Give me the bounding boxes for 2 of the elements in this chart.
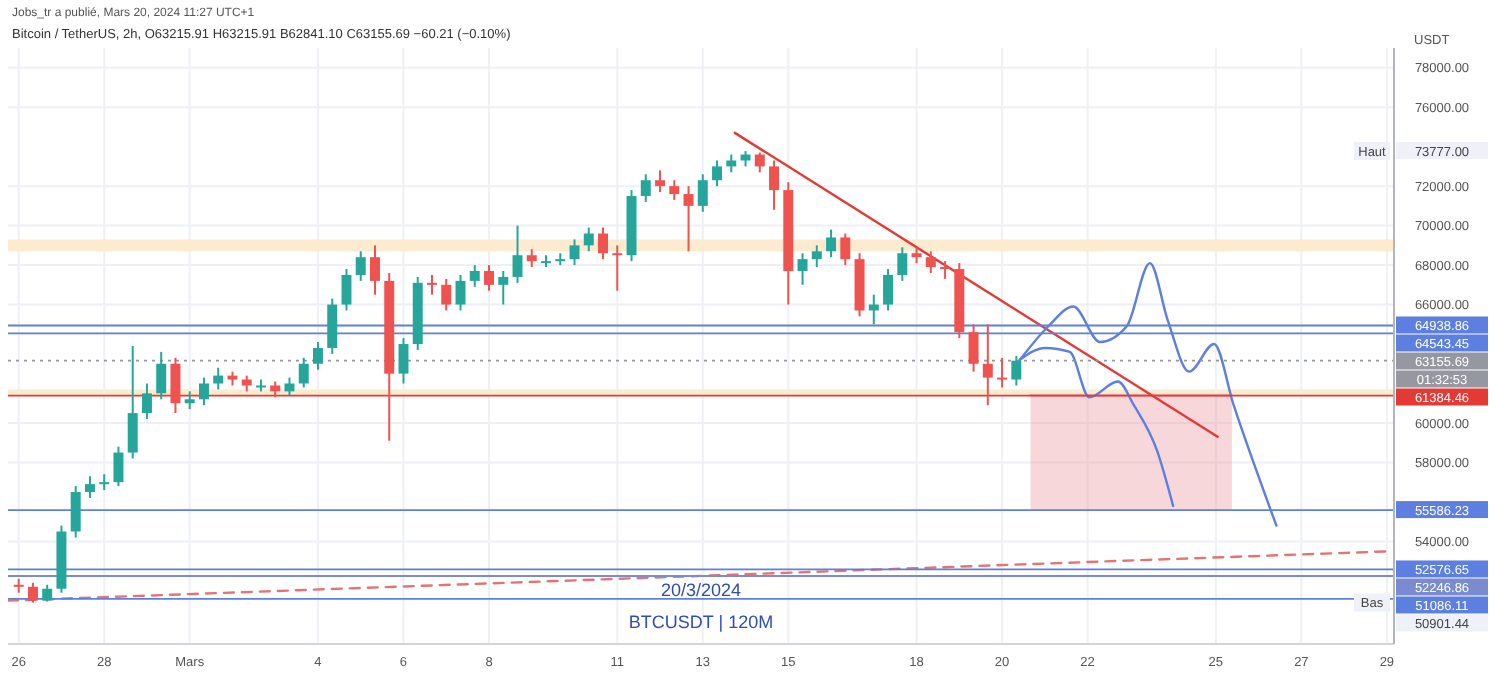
annotation: BTCUSDT | 120M xyxy=(628,612,774,632)
annotation: 20/3/2024 xyxy=(660,580,742,600)
